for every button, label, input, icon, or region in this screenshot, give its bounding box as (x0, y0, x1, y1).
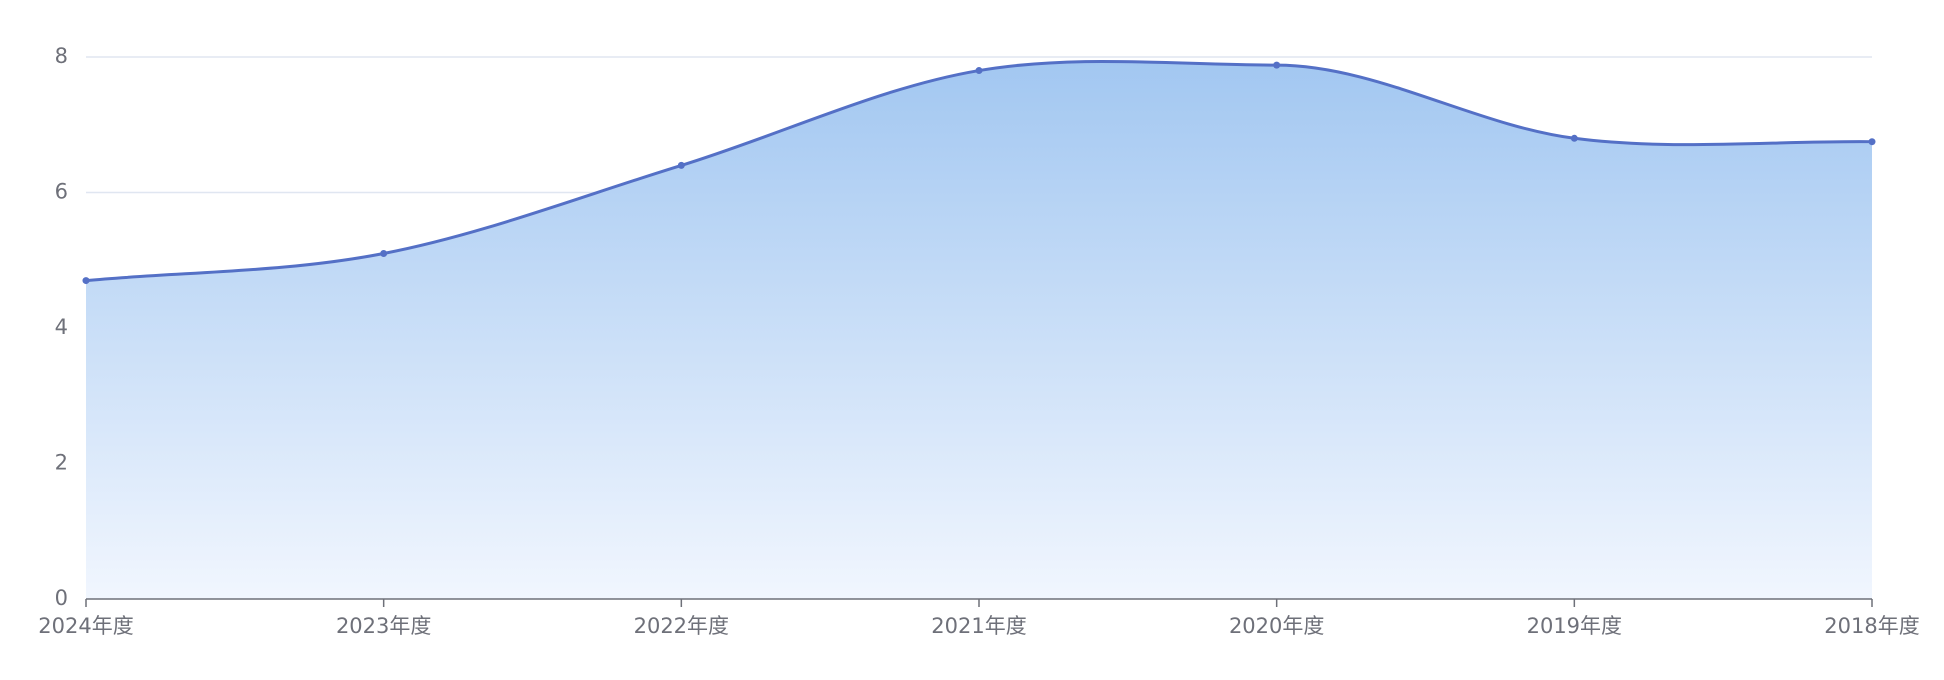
point (1273, 61, 1281, 69)
x-tick-label: 2022年度 (634, 614, 729, 638)
x-tick-label: 2023年度 (336, 614, 431, 638)
point (82, 277, 90, 285)
y-tick-label: 6 (55, 180, 68, 204)
x-tick-label: 2021年度 (931, 614, 1026, 638)
y-tick-label: 8 (55, 44, 68, 68)
x-tick-label: 2024年度 (38, 614, 133, 638)
y-tick-label: 4 (55, 315, 68, 339)
x-tick-label: 2019年度 (1527, 614, 1622, 638)
y-tick-label: 0 (55, 586, 68, 610)
point (380, 249, 388, 257)
point (1868, 138, 1876, 146)
x-tick-label: 2020年度 (1229, 614, 1324, 638)
point (677, 161, 685, 169)
x-tick-label: 2018年度 (1824, 614, 1919, 638)
point (1570, 134, 1578, 142)
area (86, 61, 1872, 600)
y-tick-label: 2 (55, 451, 68, 475)
point (975, 67, 983, 75)
